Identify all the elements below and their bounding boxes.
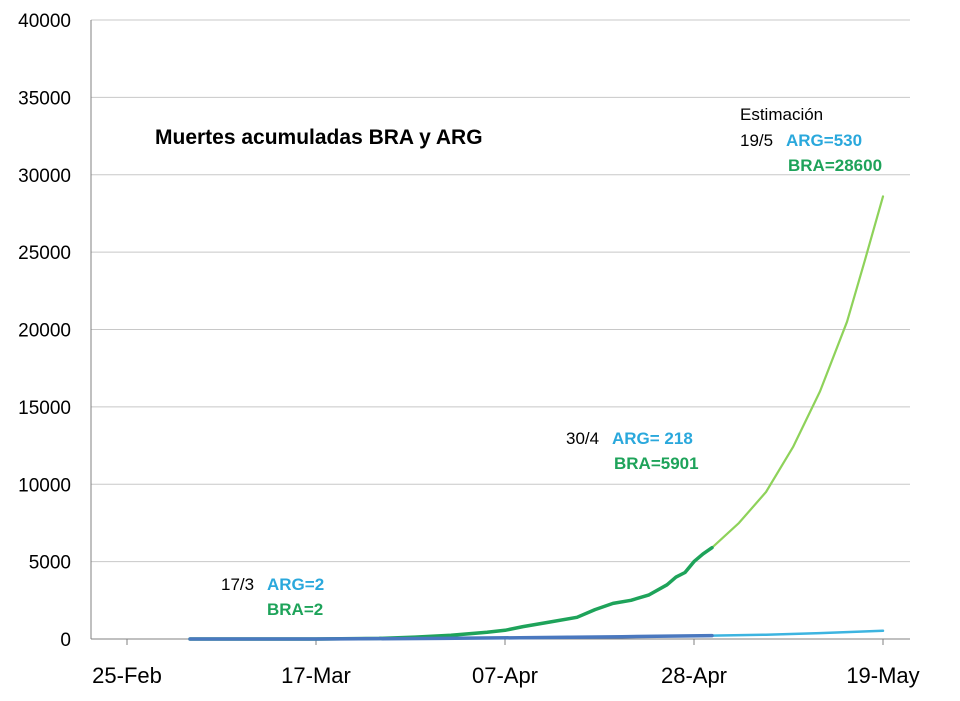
annotation-may19-bra: BRA=28600: [788, 156, 882, 175]
annotation-may19-header: Estimación: [740, 105, 823, 124]
y-tick-label-30000: 30000: [18, 166, 71, 187]
series-line-bra_estimate: [710, 195, 885, 549]
y-tick-label-5000: 5000: [29, 553, 71, 574]
x-tick-labels: 25-Feb 17-Mar 07-Apr 28-Apr 19-May: [92, 639, 920, 688]
chart-title: Muertes acumuladas BRA y ARG: [155, 126, 483, 149]
grid: [91, 19, 910, 563]
annotation-mar17-date: 17/3: [221, 575, 254, 594]
annotation-mar17-arg: ARG=2: [267, 575, 324, 594]
annotation-may19-date: 19/5: [740, 131, 773, 150]
x-tick-label-28-Apr: 28-Apr: [661, 663, 727, 688]
series: [188, 195, 885, 641]
annotation-apr30-arg: ARG= 218: [612, 429, 693, 448]
y-tick-label-35000: 35000: [18, 88, 71, 109]
annotation-apr30: 30/4 ARG= 218 BRA=5901: [566, 429, 699, 473]
annotation-mar17: 17/3 ARG=2 BRA=2: [221, 575, 324, 619]
y-tick-label-15000: 15000: [18, 398, 71, 419]
y-tick-label-40000: 40000: [18, 11, 71, 32]
y-tick-label-0: 0: [60, 630, 71, 651]
annotation-may19: Estimación 19/5 ARG=530 BRA=28600: [740, 105, 882, 175]
y-tick-labels: 0 5000 10000 15000 20000 25000 30000 35000 40000: [18, 11, 71, 651]
annotation-may19-arg: ARG=530: [786, 131, 862, 150]
x-tick-label-17-Mar: 17-Mar: [281, 663, 351, 688]
y-tick-label-20000: 20000: [18, 321, 71, 342]
y-tick-label-25000: 25000: [18, 243, 71, 264]
series-line-arg_actual: [188, 633, 714, 641]
y-tick-label-10000: 10000: [18, 475, 71, 496]
annotation-apr30-date: 30/4: [566, 429, 599, 448]
x-tick-label-25-Feb: 25-Feb: [92, 663, 162, 688]
x-tick-label-19-May: 19-May: [846, 663, 919, 688]
annotation-apr30-bra: BRA=5901: [614, 454, 699, 473]
x-tick-label-07-Apr: 07-Apr: [472, 663, 538, 688]
series-line-arg_estimate: [710, 629, 885, 637]
annotation-mar17-bra: BRA=2: [267, 600, 323, 619]
